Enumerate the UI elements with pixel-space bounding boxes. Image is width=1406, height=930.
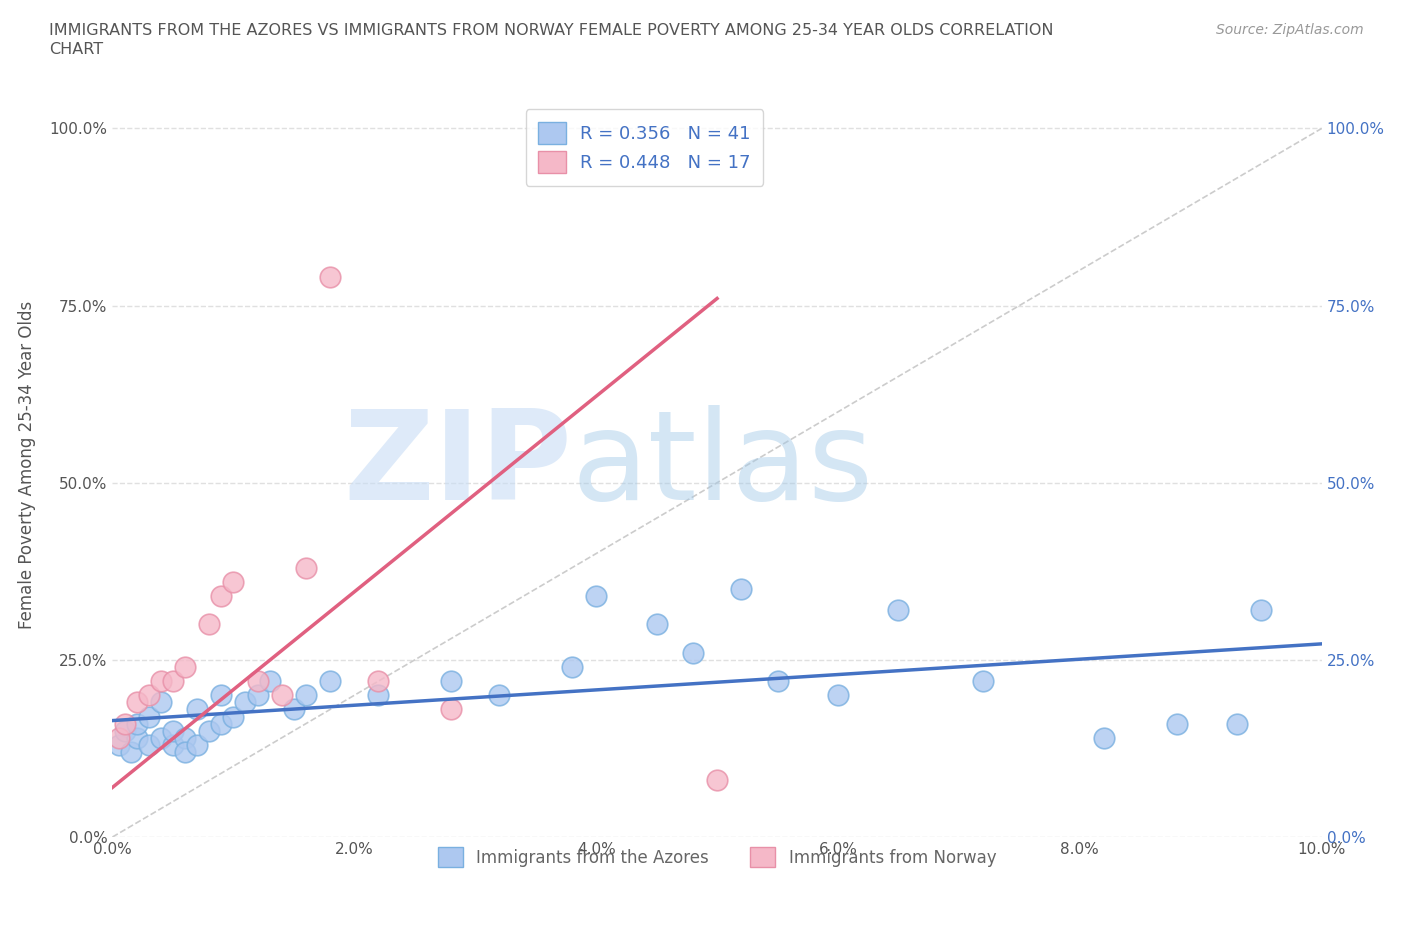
Point bbox=[162, 737, 184, 752]
Point bbox=[440, 673, 463, 688]
Point bbox=[246, 688, 269, 703]
Point bbox=[222, 709, 245, 724]
Point bbox=[295, 688, 318, 703]
Point bbox=[645, 617, 668, 631]
Point bbox=[1226, 716, 1249, 731]
Point bbox=[283, 702, 305, 717]
Point bbox=[107, 730, 129, 745]
Point bbox=[114, 716, 136, 731]
Point bbox=[162, 724, 184, 738]
Point bbox=[120, 745, 142, 760]
Point bbox=[186, 702, 208, 717]
Point bbox=[198, 724, 221, 738]
Point bbox=[295, 560, 318, 575]
Point bbox=[149, 673, 172, 688]
Point bbox=[138, 709, 160, 724]
Point bbox=[209, 688, 232, 703]
Point bbox=[887, 603, 910, 618]
Point bbox=[440, 702, 463, 717]
Point bbox=[259, 673, 281, 688]
Point bbox=[114, 724, 136, 738]
Text: CHART: CHART bbox=[49, 42, 103, 57]
Point bbox=[972, 673, 994, 688]
Text: IMMIGRANTS FROM THE AZORES VS IMMIGRANTS FROM NORWAY FEMALE POVERTY AMONG 25-34 : IMMIGRANTS FROM THE AZORES VS IMMIGRANTS… bbox=[49, 23, 1053, 38]
Point bbox=[1250, 603, 1272, 618]
Point bbox=[149, 695, 172, 710]
Point bbox=[138, 737, 160, 752]
Point bbox=[270, 688, 292, 703]
Point bbox=[174, 659, 197, 674]
Legend: Immigrants from the Azores, Immigrants from Norway: Immigrants from the Azores, Immigrants f… bbox=[425, 834, 1010, 881]
Text: ZIP: ZIP bbox=[343, 405, 572, 525]
Point bbox=[222, 575, 245, 590]
Point bbox=[198, 617, 221, 631]
Point bbox=[162, 673, 184, 688]
Point bbox=[125, 695, 148, 710]
Point bbox=[125, 716, 148, 731]
Point bbox=[367, 688, 389, 703]
Point bbox=[367, 673, 389, 688]
Point bbox=[174, 730, 197, 745]
Point bbox=[319, 673, 342, 688]
Point bbox=[149, 730, 172, 745]
Point bbox=[246, 673, 269, 688]
Point bbox=[766, 673, 789, 688]
Point bbox=[730, 581, 752, 596]
Point bbox=[319, 270, 342, 285]
Point bbox=[125, 730, 148, 745]
Point bbox=[209, 589, 232, 604]
Point bbox=[827, 688, 849, 703]
Point bbox=[107, 737, 129, 752]
Point bbox=[209, 716, 232, 731]
Point bbox=[488, 688, 510, 703]
Point bbox=[561, 659, 583, 674]
Point bbox=[1092, 730, 1115, 745]
Point bbox=[682, 645, 704, 660]
Text: Source: ZipAtlas.com: Source: ZipAtlas.com bbox=[1216, 23, 1364, 37]
Point bbox=[706, 773, 728, 788]
Point bbox=[138, 688, 160, 703]
Point bbox=[1166, 716, 1188, 731]
Point bbox=[585, 589, 607, 604]
Point bbox=[174, 745, 197, 760]
Point bbox=[186, 737, 208, 752]
Point bbox=[235, 695, 257, 710]
Text: atlas: atlas bbox=[572, 405, 875, 525]
Y-axis label: Female Poverty Among 25-34 Year Olds: Female Poverty Among 25-34 Year Olds bbox=[18, 301, 35, 629]
